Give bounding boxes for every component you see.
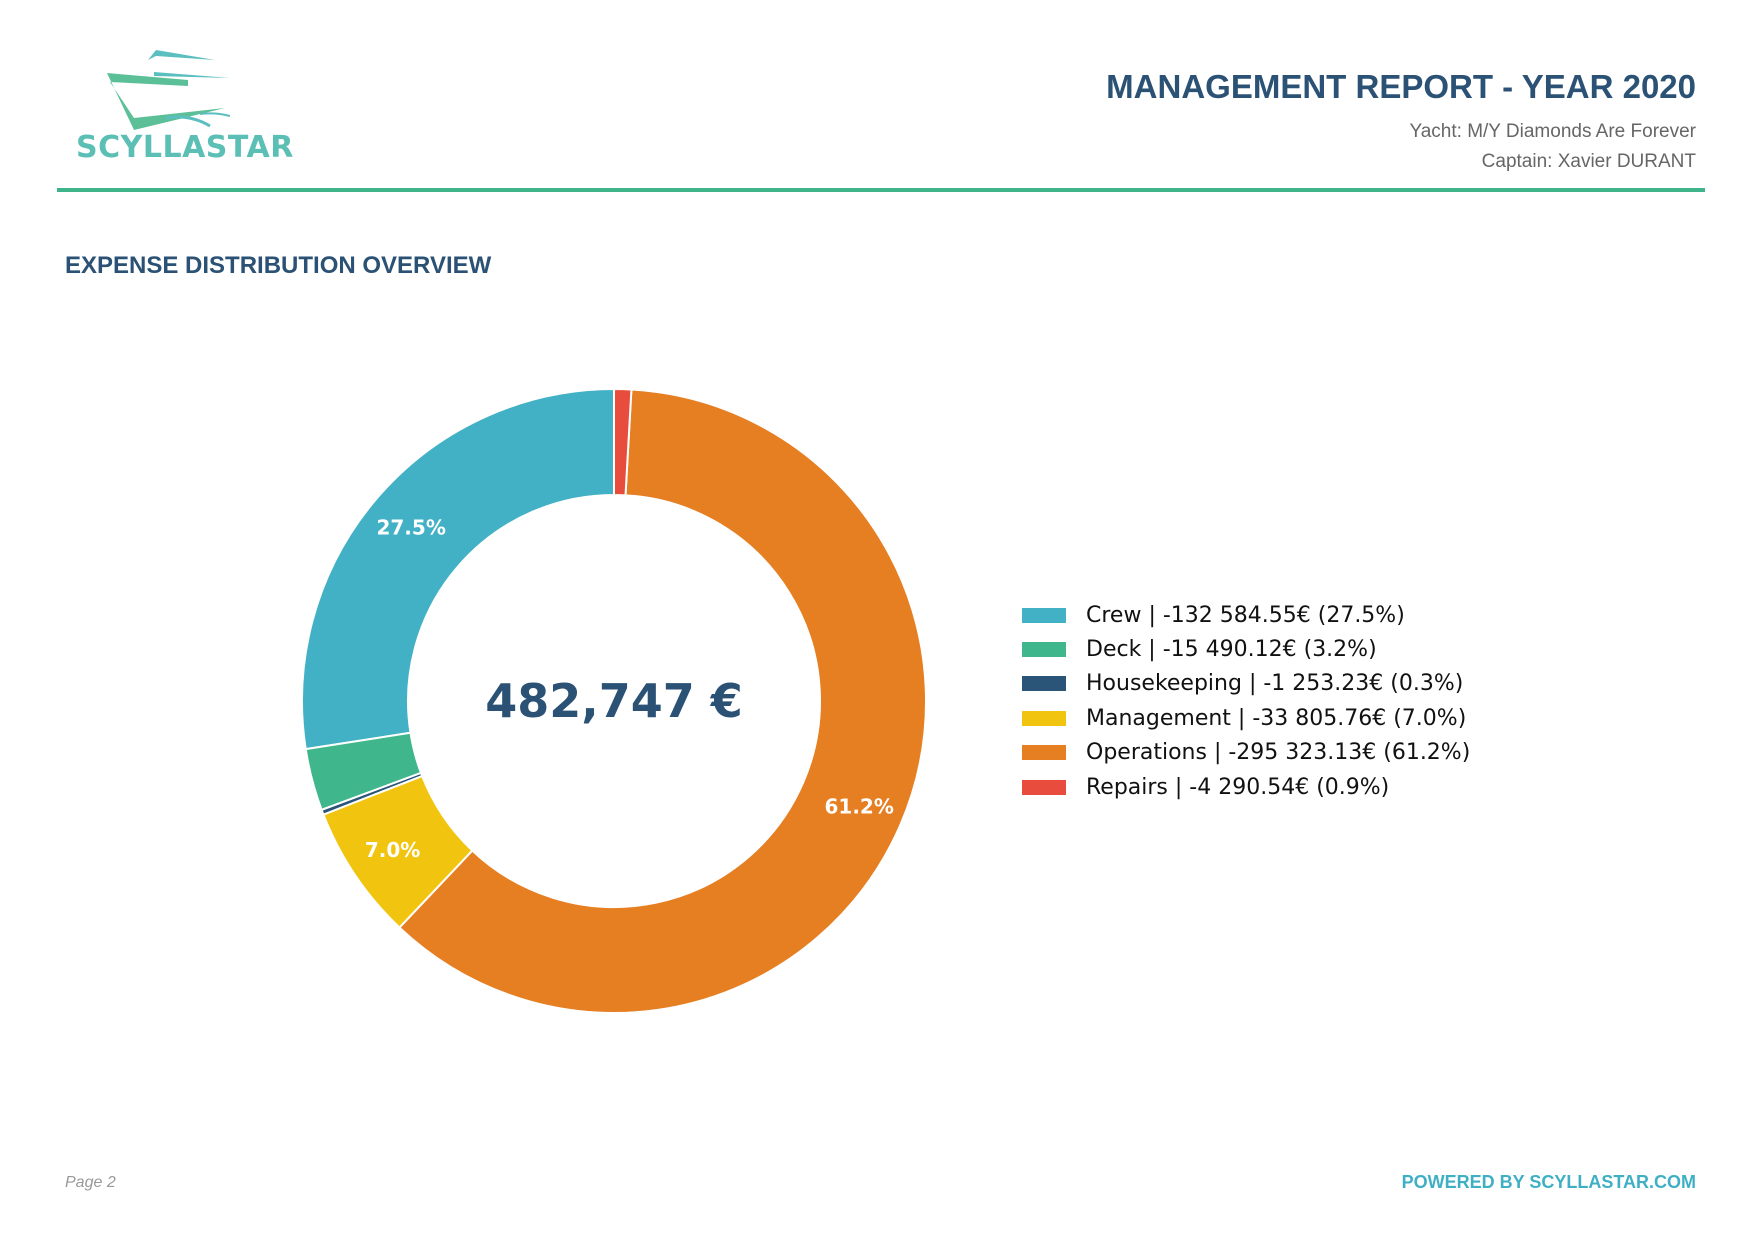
chart-total: 482,747 € (485, 674, 743, 728)
legend-item-operations: Operations | -295 323.13€ (61.2%) (1022, 736, 1470, 770)
legend-label: Management | -33 805.76€ (7.0%) (1086, 705, 1467, 731)
slice-label-operations: 61.2% (825, 795, 894, 819)
legend-swatch (1022, 676, 1066, 692)
legend-label: Operations | -295 323.13€ (61.2%) (1086, 740, 1471, 766)
legend-swatch (1022, 745, 1066, 761)
legend-label: Housekeeping | -1 253.23€ (0.3%) (1086, 671, 1464, 697)
legend-label: Deck | -15 490.12€ (3.2%) (1086, 637, 1377, 663)
yacht-name: Yacht: M/Y Diamonds Are Forever (1409, 121, 1696, 142)
legend-swatch (1022, 779, 1066, 795)
slice-label-crew: 27.5% (376, 515, 445, 539)
legend-item-crew: Crew | -132 584.55€ (27.5%) (1022, 598, 1470, 632)
slice-operations (398, 388, 927, 1014)
slice-label-management: 7.0% (365, 838, 420, 862)
legend-swatch (1022, 642, 1066, 658)
captain-name: Captain: Xavier DURANT (1481, 151, 1696, 172)
page-number: Page 2 (65, 1174, 116, 1191)
logo-icon (107, 50, 231, 130)
slice-repairs (613, 387, 633, 497)
section-title: EXPENSE DISTRIBUTION OVERVIEW (65, 252, 492, 279)
legend-swatch (1022, 710, 1066, 726)
header-divider (57, 188, 1705, 192)
powered-by-link[interactable]: POWERED BY SCYLLASTAR.COM (1401, 1172, 1696, 1192)
chart-legend: Crew | -132 584.55€ (27.5%) Deck | -15 49… (1022, 598, 1470, 804)
legend-item-repairs: Repairs | -4 290.54€ (0.9%) (1022, 770, 1470, 804)
legend-swatch (1022, 607, 1066, 623)
legend-item-management: Management | -33 805.76€ (7.0%) (1022, 701, 1470, 735)
legend-label: Crew | -132 584.55€ (27.5%) (1086, 602, 1405, 628)
logo-text: SCYLLASTAR (76, 130, 294, 165)
legend-item-housekeeping: Housekeeping | -1 253.23€ (0.3%) (1022, 667, 1470, 701)
report-title: MANAGEMENT REPORT - YEAR 2020 (1106, 68, 1696, 105)
legend-label: Repairs | -4 290.54€ (0.9%) (1086, 774, 1390, 800)
slice-crew (301, 387, 615, 751)
legend-item-deck: Deck | -15 490.12€ (3.2%) (1022, 632, 1470, 666)
